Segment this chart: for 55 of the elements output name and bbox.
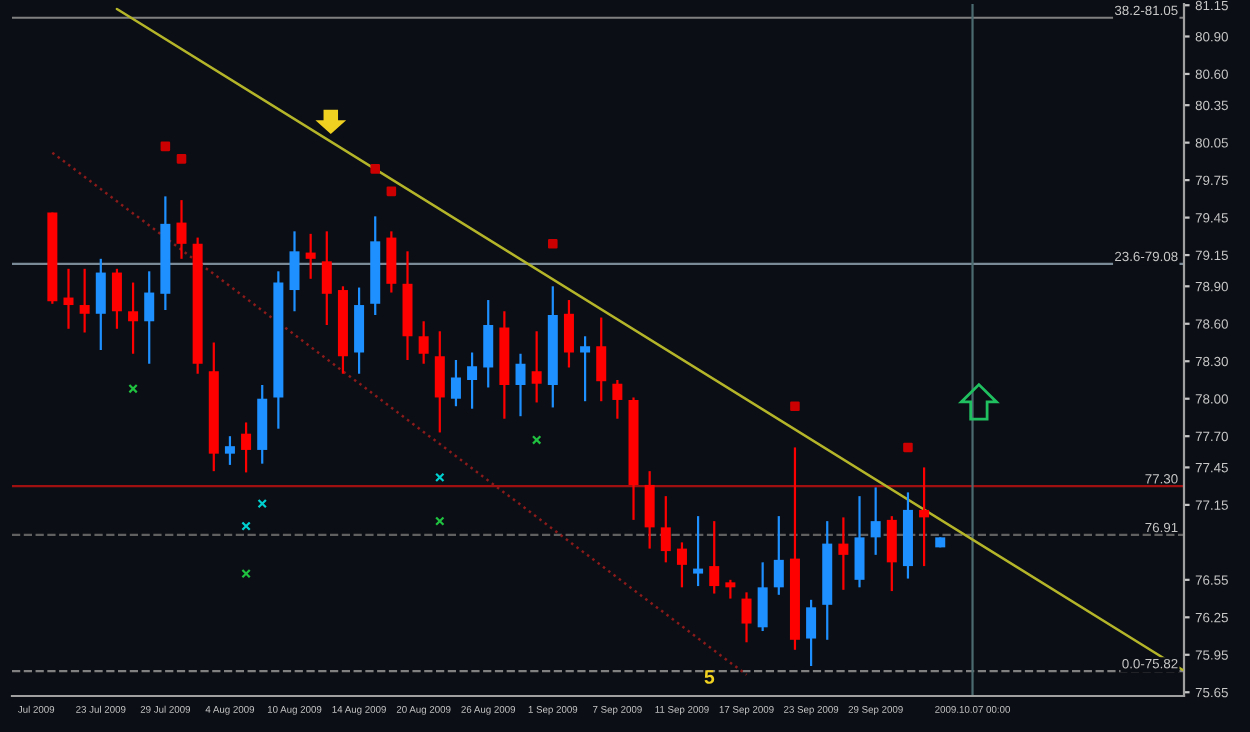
point [370,164,381,174]
annotation: 5 [704,670,715,684]
candlestick [354,286,365,375]
candlestick [128,281,139,355]
candlestick [596,316,607,403]
candlestick [757,561,768,633]
candlestick [741,591,752,644]
candlestick [176,199,187,260]
candlestick [450,358,461,408]
candlestick [563,298,574,369]
candlestick [531,330,542,404]
point [257,498,267,509]
candlestick [95,257,106,352]
candlestick [483,298,494,389]
point [531,435,542,445]
candlestick [854,495,865,589]
candlestick [693,515,704,588]
candlestick [144,270,155,365]
candlestick [838,516,849,591]
candlestick [676,541,687,589]
point [176,154,187,164]
point [160,141,171,152]
candlestick [919,466,930,568]
candlestick [63,267,74,330]
candlestick [467,351,478,410]
point [903,442,913,453]
candlestick [886,515,897,593]
candlestick [321,230,332,327]
candlestick [580,335,591,403]
candlestick [515,352,526,418]
candlestick [870,486,881,556]
candlestick [305,232,316,280]
candlestick [418,320,429,365]
point [241,521,251,531]
point [548,239,558,249]
point [435,516,445,526]
candlestick [289,230,300,313]
point [790,401,800,411]
candlestick [644,470,655,550]
candlestick [806,598,817,668]
candlestick [111,267,122,330]
point [128,383,138,394]
candlestick [241,421,252,474]
candlestick [709,520,720,595]
candlestick [725,578,736,600]
candlestick [79,267,90,334]
point [386,186,397,197]
point [435,472,445,483]
candlestick [773,515,784,596]
candlestick [612,378,623,420]
candlestick [434,330,445,434]
candlestick [224,435,235,467]
candlestick [660,495,671,564]
candlestick [386,230,397,294]
point [241,568,251,579]
